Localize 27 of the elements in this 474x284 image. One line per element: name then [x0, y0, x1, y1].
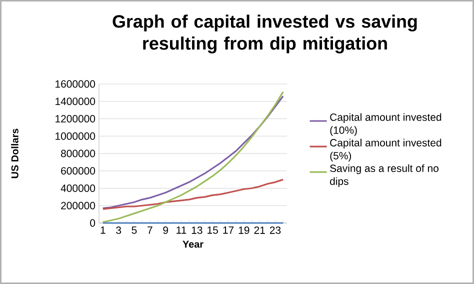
x-tick-label: 9: [163, 226, 168, 234]
legend-label: Capital amount invested (10%): [330, 113, 442, 136]
y-tick-label: 1000000: [56, 132, 96, 140]
x-tick-label: 23: [270, 226, 281, 234]
chart-title: Graph of capital invested vs saving resulting from dip mitigation: [112, 14, 417, 54]
x-tick-label: 21: [254, 226, 265, 234]
y-tick-label: 1200000: [56, 115, 96, 122]
legend-label: Capital amount invested (5%): [330, 138, 442, 162]
y-axis-title: US Dollars: [11, 128, 18, 178]
y-tick-label: 600000: [61, 167, 96, 175]
y-tick-label: 1400000: [56, 98, 96, 106]
x-tick-label: 3: [116, 226, 122, 234]
x-tick-label: 19: [238, 226, 250, 234]
x-tick-label: 1: [100, 226, 106, 234]
y-tick-label: 1600000: [56, 80, 96, 88]
x-axis-title: Year: [182, 240, 204, 248]
y-tick-label: 0: [90, 219, 96, 227]
x-tick-label: 17: [223, 226, 234, 234]
x-tick-label: 11: [176, 226, 186, 234]
y-tick-label: 400000: [60, 184, 96, 192]
x-tick-label: 7: [148, 226, 152, 234]
legend-label: Saving as a result of no dips: [330, 164, 438, 188]
x-tick-label: 15: [208, 226, 218, 234]
x-tick-label: 13: [192, 226, 202, 234]
x-tick-label: 5: [132, 226, 137, 234]
y-tick-label: 200000: [61, 202, 96, 210]
y-tick-label: 800000: [61, 150, 96, 158]
